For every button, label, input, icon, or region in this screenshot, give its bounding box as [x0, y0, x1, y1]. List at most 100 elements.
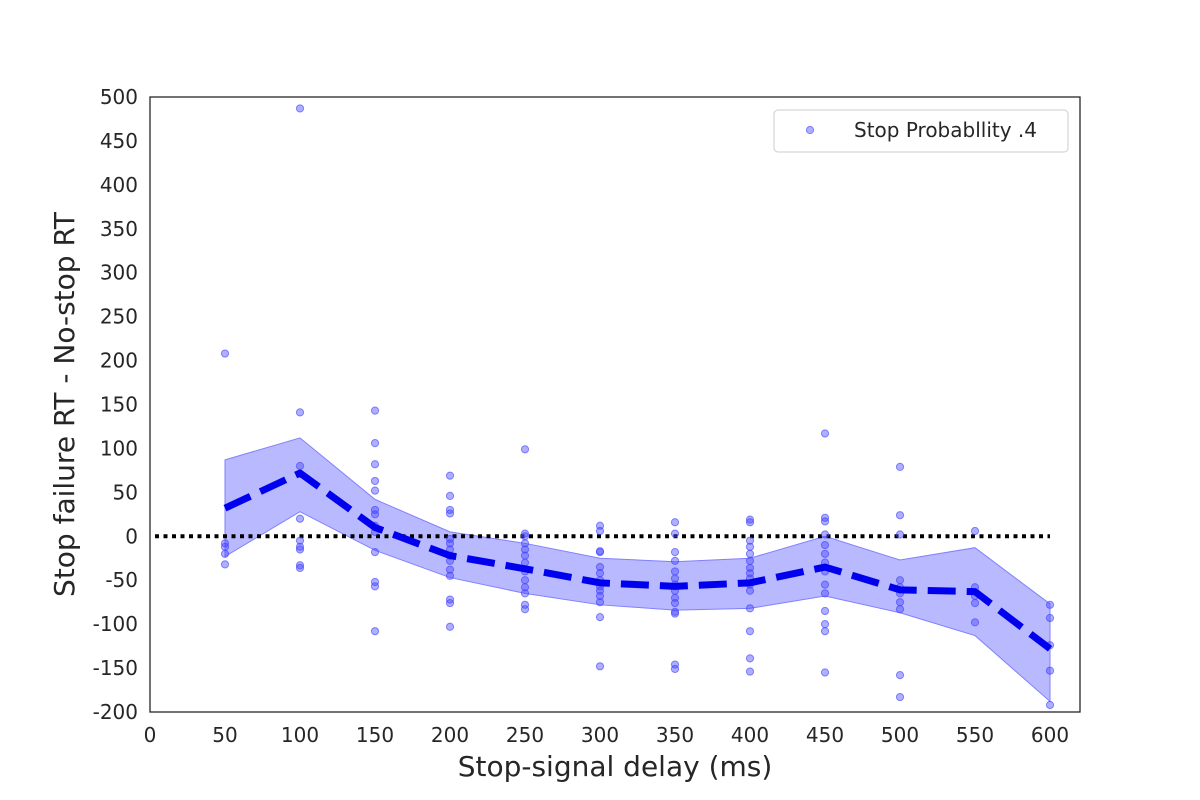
scatter-point	[820, 620, 830, 629]
scatter-point	[820, 668, 830, 677]
scatter-point	[745, 586, 755, 595]
scatter-point	[295, 514, 305, 523]
scatter-point	[445, 534, 455, 544]
scatter-point	[820, 517, 830, 526]
scatter-point	[445, 565, 455, 574]
y-tick-label: 450	[100, 129, 138, 153]
scatter-point	[745, 515, 755, 524]
scatter-point	[370, 439, 380, 448]
scatter-point	[370, 476, 380, 486]
confidence-band	[224, 437, 1051, 703]
scatter-points-layer	[220, 104, 1055, 710]
confidence-band-layer	[224, 437, 1051, 703]
scatter-point	[820, 606, 830, 616]
scatter-point	[670, 529, 680, 538]
scatter-point	[520, 529, 530, 538]
y-tick-label: 400	[100, 173, 138, 197]
scatter-point	[520, 532, 530, 541]
scatter-point	[595, 613, 605, 622]
scatter-point	[670, 518, 680, 527]
scatter-point	[970, 618, 980, 627]
y-tick-label: 100	[100, 436, 138, 460]
scatter-point	[220, 560, 230, 569]
scatter-point	[220, 349, 230, 358]
scatter-point	[820, 589, 830, 598]
legend-label: Stop Probabllity .4	[854, 118, 1037, 142]
scatter-point	[595, 526, 605, 536]
scatter-point	[595, 662, 605, 671]
x-tick-label: 500	[881, 723, 919, 747]
scatter-point	[295, 461, 305, 471]
scatter-point	[820, 429, 830, 438]
scatter-point	[820, 530, 830, 539]
scatter-point	[670, 660, 680, 669]
scatter-point	[745, 604, 755, 613]
y-tick-label: -100	[93, 612, 138, 636]
scatter-point	[895, 462, 905, 471]
scatter-point	[595, 562, 605, 572]
scatter-point	[445, 571, 455, 580]
x-tick-label: 300	[581, 723, 619, 747]
scatter-point	[595, 569, 605, 578]
scatter-point	[895, 598, 905, 607]
y-tick-label: 200	[100, 349, 138, 373]
x-tick-label: 400	[731, 723, 769, 747]
scatter-point	[595, 598, 605, 607]
scatter-point	[745, 549, 755, 558]
scatter-point	[895, 671, 905, 680]
legend: Stop Probabllity .4	[773, 109, 1069, 153]
x-tick-label: 0	[144, 723, 157, 747]
y-tick-label: 300	[100, 261, 138, 285]
scatter-point	[745, 536, 755, 545]
y-tick-label: 250	[100, 305, 138, 329]
scatter-point	[445, 598, 455, 608]
scatter-point	[370, 460, 380, 469]
scatter-point	[820, 580, 830, 589]
scatter-point	[895, 530, 905, 539]
scatter-point	[220, 542, 230, 551]
scatter-point	[670, 609, 680, 618]
scatter-point	[895, 576, 905, 585]
scatter-point	[820, 540, 830, 550]
scatter-point	[445, 471, 455, 480]
y-tick-label: 500	[100, 85, 138, 109]
scatter-point	[520, 589, 530, 598]
plot-frame	[149, 96, 1081, 713]
axes-layer: 0 50 100 150 200 250 300 350 400 450 500 550 6005004…	[48, 85, 1081, 783]
scatter-point	[895, 605, 905, 614]
x-tick-label: 150	[356, 723, 394, 747]
scatter-point	[445, 509, 455, 518]
scatter-point	[295, 408, 305, 417]
x-tick-label: 450	[806, 723, 844, 747]
scatter-point	[295, 104, 305, 113]
scatter-point	[1045, 613, 1055, 623]
y-tick-label: 350	[100, 217, 138, 241]
x-axis-title: Stop-signal delay (ms)	[458, 750, 773, 783]
scatter-point	[295, 563, 305, 573]
y-tick-label: -50	[105, 568, 138, 592]
scatter-point	[895, 692, 905, 702]
scatter-point	[595, 591, 605, 601]
scatter-point	[1045, 700, 1055, 710]
x-tick-label: 50	[212, 723, 237, 747]
y-tick-label: 150	[100, 393, 138, 417]
scatter-point	[820, 627, 830, 636]
scatter-point	[970, 598, 980, 608]
scatter-point	[520, 445, 530, 454]
scatter-point	[670, 548, 680, 557]
y-tick-label: 50	[113, 480, 138, 504]
scatter-point	[370, 582, 380, 591]
scatter-point	[370, 548, 380, 557]
y-tick-label: 0	[125, 524, 138, 548]
scatter-point	[295, 536, 305, 545]
scatter-point	[1045, 600, 1055, 609]
y-axis-title: Stop failure RT - No-stop RT	[48, 211, 81, 597]
scatter-point	[520, 545, 530, 554]
mean-line-layer	[223, 469, 1053, 652]
scatter-point	[220, 549, 230, 558]
x-tick-label: 100	[281, 723, 319, 747]
y-tick-label: -200	[93, 700, 138, 724]
scatter-point	[745, 627, 755, 636]
